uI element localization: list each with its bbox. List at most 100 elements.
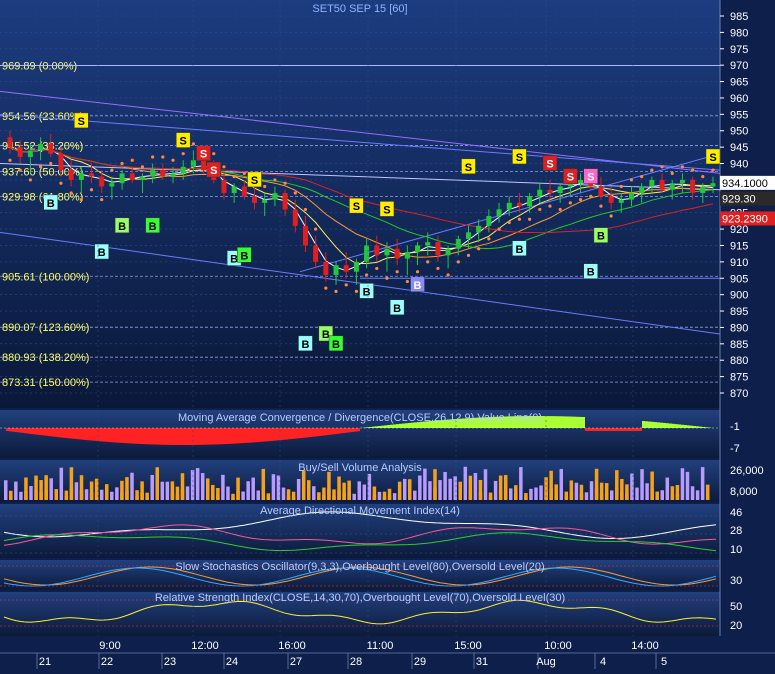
candle-body[interactable]: [8, 137, 13, 147]
sar-dot: [497, 227, 500, 230]
candle-body[interactable]: [89, 173, 94, 176]
candle-body[interactable]: [395, 249, 400, 259]
candle-body[interactable]: [221, 180, 226, 193]
candle-body[interactable]: [201, 160, 206, 170]
candle-body[interactable]: [609, 196, 614, 203]
price-tick-label: 965: [730, 77, 748, 89]
sar-dot: [375, 267, 378, 270]
candle-body[interactable]: [578, 180, 583, 183]
candle-body[interactable]: [69, 170, 74, 180]
candle-body[interactable]: [48, 144, 53, 154]
candle-body[interactable]: [58, 154, 63, 170]
candle-body[interactable]: [18, 147, 23, 157]
candle-body[interactable]: [670, 183, 675, 190]
candle-body[interactable]: [446, 249, 451, 256]
macd-bar: [588, 428, 591, 431]
macd-bar: [42, 428, 45, 435]
candle-body[interactable]: [293, 209, 298, 225]
candle-body[interactable]: [38, 144, 43, 151]
volume-bar-buy: [671, 495, 675, 500]
candle-body[interactable]: [109, 183, 114, 186]
candle-body[interactable]: [232, 186, 237, 193]
candle-body[interactable]: [181, 167, 186, 174]
candle-body[interactable]: [28, 150, 33, 157]
candle-body[interactable]: [598, 186, 603, 196]
macd-bar: [81, 428, 84, 440]
candle-body[interactable]: [435, 242, 440, 255]
candle-body[interactable]: [252, 196, 257, 203]
candle-body[interactable]: [191, 160, 196, 167]
sar-dot: [294, 191, 297, 194]
candle-body[interactable]: [384, 249, 389, 256]
macd-bar: [627, 428, 630, 431]
candle-body[interactable]: [354, 262, 359, 272]
candle-body[interactable]: [262, 200, 267, 203]
macd-bar: [54, 428, 57, 437]
candle-body[interactable]: [140, 177, 145, 180]
candle-body[interactable]: [150, 170, 155, 177]
candle-body[interactable]: [547, 190, 552, 193]
candle-body[interactable]: [527, 196, 532, 206]
candle-body[interactable]: [537, 190, 542, 197]
sar-dot: [29, 178, 32, 181]
candle-body[interactable]: [415, 245, 420, 252]
candle-body[interactable]: [130, 173, 135, 180]
candle-body[interactable]: [639, 186, 644, 193]
candle-body[interactable]: [486, 216, 491, 226]
candle-body[interactable]: [303, 226, 308, 246]
macd-bar: [162, 428, 165, 445]
sar-dot: [691, 168, 694, 171]
macd-bar: [555, 416, 558, 428]
candle-body[interactable]: [690, 180, 695, 193]
candle-body[interactable]: [507, 203, 512, 210]
date-label: 22: [101, 656, 113, 668]
candle-body[interactable]: [283, 193, 288, 209]
stoch-label: Slow Stochastics Oscillator(9,3,3),Overb…: [175, 561, 544, 573]
candle-body[interactable]: [323, 262, 328, 275]
candle-body[interactable]: [497, 209, 502, 216]
candle-body[interactable]: [700, 186, 705, 193]
candle-body[interactable]: [374, 245, 379, 255]
date-label: 29: [414, 656, 426, 668]
macd-bar: [180, 428, 183, 445]
fib-label: 880.93 (138.20%): [2, 352, 89, 364]
macd-bar: [150, 428, 153, 444]
candle-body[interactable]: [558, 186, 563, 193]
candle-body[interactable]: [466, 232, 471, 239]
candle-body[interactable]: [334, 265, 339, 275]
macd-bar: [354, 428, 357, 432]
sar-dot: [477, 247, 480, 250]
candle-body[interactable]: [649, 180, 654, 187]
macd-bar: [216, 428, 219, 444]
candle-body[interactable]: [272, 193, 277, 200]
candle-body[interactable]: [344, 265, 349, 272]
candle-body[interactable]: [171, 173, 176, 176]
candle-body[interactable]: [364, 245, 369, 261]
candle-body[interactable]: [619, 200, 624, 203]
price-tick-label: 890: [730, 322, 748, 334]
candle-body[interactable]: [456, 239, 461, 249]
volume-bar-buy: [317, 497, 321, 500]
candle-body[interactable]: [405, 252, 410, 259]
candle-body[interactable]: [99, 177, 104, 187]
candle-body[interactable]: [425, 242, 430, 245]
candle-body[interactable]: [79, 173, 84, 180]
macd-bar: [699, 427, 702, 428]
volume-bar-buy: [90, 493, 94, 500]
volume-bar-buy: [140, 493, 144, 500]
candle-body[interactable]: [476, 226, 481, 233]
signal-label: B: [98, 247, 106, 259]
candle-body[interactable]: [517, 203, 522, 206]
candle-body[interactable]: [313, 245, 318, 261]
candle-body[interactable]: [160, 170, 165, 177]
volume-bar-buy: [676, 494, 680, 500]
candle-body[interactable]: [120, 173, 125, 183]
candle-body[interactable]: [711, 183, 716, 186]
candle-body[interactable]: [680, 180, 685, 183]
volume-bar: [494, 481, 498, 500]
signal-label: S: [567, 172, 574, 184]
candle-body[interactable]: [660, 180, 665, 190]
candle-body[interactable]: [242, 186, 247, 196]
